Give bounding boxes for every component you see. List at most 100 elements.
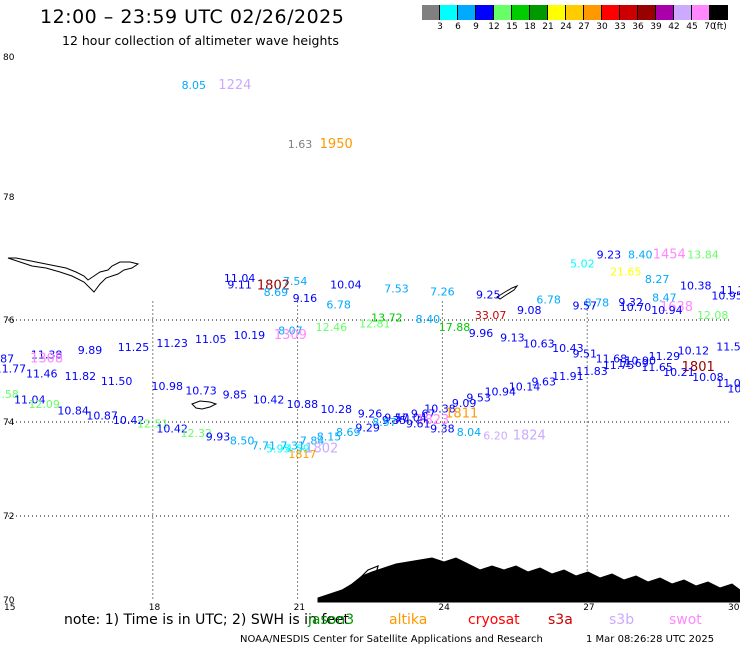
wave-height-label: 10.87	[86, 409, 118, 422]
generation-timestamp: 1 Mar 08:26:28 UTC 2025	[586, 634, 715, 645]
color-swatch	[422, 5, 440, 20]
wave-height-label: 17.88	[439, 321, 471, 334]
wave-height-label: 9.93	[206, 430, 231, 443]
wave-height-label: 11.68	[596, 352, 628, 365]
wave-height-label: 10.98	[152, 380, 184, 393]
norway-coast	[317, 557, 740, 603]
color-swatch-label: 45	[686, 22, 698, 32]
wave-height-label: 6.78	[326, 298, 351, 311]
wave-height-label: 9.25	[476, 288, 501, 301]
pass-time-label: 1801	[682, 360, 715, 375]
satellite-legend-item: s3a	[548, 612, 573, 628]
wave-height-label: 11.83	[576, 365, 608, 378]
wave-height-label: 8.40	[416, 313, 441, 326]
units-note: note: 1) Time is in UTC; 2) SWH is in fe…	[64, 612, 350, 628]
color-swatch-label: 30	[596, 22, 608, 32]
wave-height-label: 6.20	[483, 429, 508, 442]
wave-height-label: 10.04	[330, 279, 362, 292]
pass-time-label: 1824	[513, 428, 546, 443]
lat-tick-label: 80	[3, 53, 15, 63]
wave-height-label: 9.63	[532, 375, 557, 388]
wave-height-label: 11.69	[617, 357, 649, 370]
pass-time-label: 1823	[416, 413, 449, 428]
lat-tick-label: 76	[3, 316, 15, 326]
wave-height-label: 10.84	[57, 404, 89, 417]
color-swatch	[440, 5, 458, 20]
color-swatch-label: 27	[578, 22, 590, 32]
pass-time-label: 1802	[305, 442, 338, 457]
wave-height-label: 10.43	[552, 342, 584, 355]
satellite-legend-item: altika	[389, 612, 428, 628]
color-swatch-label: 70	[704, 22, 716, 32]
coastlines	[7, 257, 740, 603]
lat-tick-label: 74	[3, 418, 15, 428]
wave-height-label: 8.27	[645, 273, 670, 286]
wave-height-label: 10.04	[395, 411, 427, 424]
bear-island-coast	[191, 400, 218, 410]
color-swatch-label: 24	[560, 22, 572, 32]
lat-tick-label: 78	[3, 193, 15, 203]
wave-height-label: 11.29	[649, 350, 681, 363]
color-swatch	[530, 5, 548, 20]
wave-height-label: 11.05	[195, 333, 227, 346]
wave-height-label: 10.38	[680, 279, 712, 292]
wave-height-label: 10.94	[485, 385, 517, 398]
pass-time-label: 1811	[445, 406, 478, 421]
color-swatch	[512, 5, 530, 20]
wave-height-label: 12.46	[316, 321, 348, 334]
color-swatch-label: 18	[524, 22, 536, 32]
wave-height-label: 12.09	[28, 398, 60, 411]
wave-height-label: 10.73	[185, 384, 217, 397]
pass-time-label: 1224	[218, 78, 251, 93]
wave-height-label: 10.42	[253, 394, 285, 407]
wave-height-label: 10.63	[523, 338, 555, 351]
color-swatch	[548, 5, 566, 20]
wave-height-label: 9.11	[227, 279, 252, 292]
wave-height-label: 8.69	[264, 286, 289, 299]
norway-fjords	[359, 565, 481, 579]
page-subtitle: 12 hour collection of altimeter wave hei…	[62, 33, 339, 48]
wave-height-label: 13.72	[371, 312, 403, 325]
wave-height-label: 9.35	[382, 414, 407, 427]
wave-height-label: 11.82	[65, 370, 97, 383]
wave-height-label: 9.51	[573, 348, 598, 361]
color-swatch	[494, 5, 512, 20]
wave-height-label: 8.07	[278, 324, 303, 337]
wave-height-label: 10.70	[620, 301, 652, 314]
wave-height-label: 10.42	[113, 414, 145, 427]
wave-height-label: 1817	[288, 448, 316, 461]
color-swatch-label: 6	[455, 22, 461, 32]
wave-height-label: 11.65	[641, 361, 673, 374]
wave-height-label: 7.54	[283, 275, 308, 288]
wave-height-label: 7.26	[430, 285, 455, 298]
pass-time-label: 1309	[274, 328, 307, 343]
wave-height-label: 11.25	[118, 341, 150, 354]
wave-height-label: 9.57	[573, 300, 598, 313]
wave-height-label: 10.95	[711, 290, 740, 303]
color-swatch	[476, 5, 494, 20]
wave-height-label: 9.08	[517, 304, 542, 317]
color-swatch-label: 39	[650, 22, 662, 32]
wave-height-label: 11.38	[31, 348, 63, 361]
wave-height-label: 10.21	[663, 366, 695, 379]
wave-height-label: 5.95	[266, 443, 291, 456]
page-title: 12:00 – 23:59 UTC 02/26/2025	[40, 6, 345, 28]
wave-height-label: 9.89	[78, 344, 103, 357]
wave-height-label: 9.57	[384, 411, 409, 424]
lon-tick-label: 30	[728, 603, 740, 613]
wave-height-label: 7.31	[281, 439, 306, 452]
wave-height-label: 11.87	[0, 352, 14, 365]
wave-height-label: 10.94	[651, 304, 683, 317]
color-swatch	[458, 5, 476, 20]
wave-height-label: 8.50	[230, 435, 255, 448]
wave-height-label: 9.16	[293, 292, 318, 305]
lat-tick-label: 72	[3, 512, 14, 522]
svalbard-coast	[7, 257, 140, 293]
wave-height-label: 10.14	[509, 380, 541, 393]
wave-height-label: 8.05	[182, 79, 207, 92]
wave-height-label: 10.28	[320, 403, 352, 416]
color-swatch-label: 12	[488, 22, 500, 32]
color-swatch	[692, 5, 710, 20]
color-swatch	[710, 5, 728, 20]
wave-height-label: 5.02	[570, 258, 595, 271]
